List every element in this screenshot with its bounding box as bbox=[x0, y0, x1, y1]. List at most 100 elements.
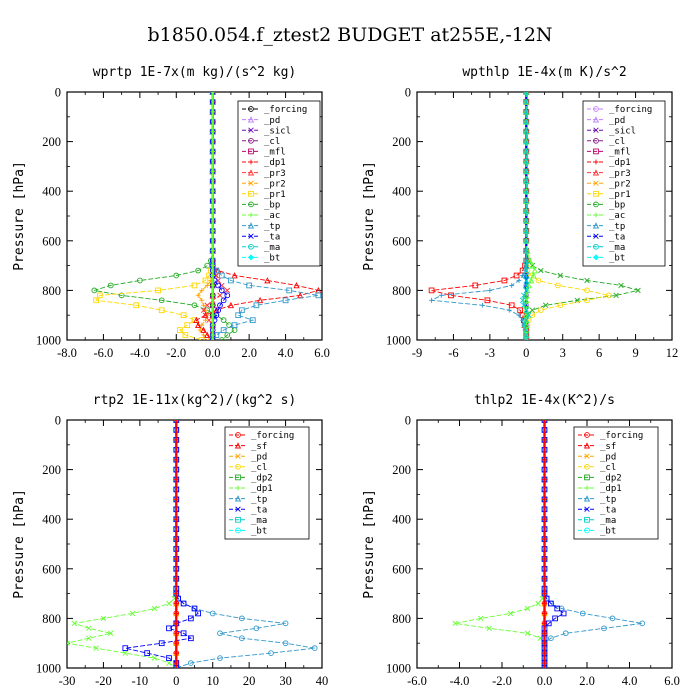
data-point-ma bbox=[523, 317, 530, 323]
legend-label: _dp1 bbox=[609, 158, 631, 168]
data-point-ac bbox=[210, 129, 216, 135]
legend-label: _pr1 bbox=[264, 190, 286, 200]
data-point-pr2 bbox=[204, 283, 210, 288]
data-point-dp1_green bbox=[100, 615, 107, 622]
legend-label: _ac bbox=[609, 211, 625, 221]
data-point-ac bbox=[210, 109, 216, 115]
data-point-pr3 bbox=[202, 312, 209, 318]
series-group bbox=[67, 420, 318, 668]
data-point-pr2 bbox=[201, 302, 207, 308]
x-tick-label: -6 bbox=[448, 346, 458, 360]
legend-label: _dp1 bbox=[600, 484, 622, 494]
data-point-dp1_green bbox=[86, 625, 92, 632]
data-point-dp1 bbox=[193, 316, 200, 324]
data-point-ac bbox=[523, 197, 530, 204]
legend-label: _tp bbox=[609, 222, 625, 232]
y-tick-label: 1000 bbox=[36, 662, 61, 676]
data-point-ac bbox=[210, 248, 216, 254]
data-point-ma bbox=[523, 128, 530, 135]
data-point-ma bbox=[523, 248, 530, 254]
data-point-ma bbox=[523, 307, 530, 313]
legend-label: _bt bbox=[600, 527, 616, 537]
x-tick-label: 10 bbox=[206, 674, 219, 688]
data-point-ta bbox=[552, 615, 558, 622]
data-point-sf bbox=[542, 630, 547, 636]
data-point-ac bbox=[210, 283, 216, 288]
legend-marker bbox=[584, 432, 590, 438]
data-point-pr1 bbox=[202, 277, 209, 284]
series-line-bp bbox=[525, 92, 640, 340]
data-point-ma bbox=[523, 92, 530, 95]
legend-marker bbox=[583, 442, 591, 449]
data-point-pr2 bbox=[199, 288, 205, 293]
legend-marker bbox=[584, 453, 590, 459]
data-point-pr3 bbox=[217, 292, 223, 299]
data-point-dp1_green bbox=[452, 620, 458, 627]
data-point-bp bbox=[542, 302, 549, 308]
legend-label: _pd bbox=[600, 452, 616, 462]
legend-marker bbox=[593, 159, 599, 165]
legend-marker bbox=[248, 106, 254, 112]
legend-label: _bt bbox=[264, 254, 280, 264]
x-tick-label: 20 bbox=[243, 674, 256, 688]
legend-marker bbox=[235, 485, 241, 491]
x-tick-label: -2.0 bbox=[166, 346, 186, 360]
data-point-dp1_green bbox=[166, 660, 172, 666]
data-point-ma bbox=[523, 332, 530, 338]
data-point-ac bbox=[526, 257, 534, 264]
data-point-ma bbox=[523, 158, 530, 165]
series-line-ac bbox=[525, 92, 536, 340]
data-point-sf bbox=[173, 477, 179, 482]
data-point-pr3 bbox=[200, 307, 207, 313]
x-tick-label: -30 bbox=[59, 674, 76, 688]
data-point-bp bbox=[224, 332, 231, 338]
data-point-ma bbox=[523, 257, 530, 264]
data-point-ac bbox=[210, 292, 216, 298]
data-point-dp1 bbox=[227, 301, 235, 309]
data-point-bp bbox=[91, 287, 98, 294]
data-point-bp bbox=[231, 327, 238, 333]
legend-marker bbox=[248, 233, 254, 239]
legend-marker bbox=[234, 495, 242, 502]
legend-label: _ma bbox=[600, 516, 616, 526]
legend-label: _dp2 bbox=[600, 474, 622, 484]
legend-marker bbox=[248, 137, 254, 144]
data-point-tp bbox=[218, 272, 225, 279]
data-point-bp bbox=[218, 337, 225, 340]
y-tick-label: 0 bbox=[405, 414, 411, 428]
y-tick-label: 600 bbox=[392, 234, 411, 248]
data-point-sf bbox=[542, 660, 547, 666]
data-point-dp1_green bbox=[151, 605, 158, 612]
x-tick-label: -8.0 bbox=[57, 346, 77, 360]
data-point-ta bbox=[166, 655, 172, 661]
data-point-bp bbox=[635, 287, 641, 294]
y-axis-label: Pressure [hPa] bbox=[12, 489, 27, 599]
data-point-tp bbox=[520, 317, 526, 323]
legend-label: _ma bbox=[264, 243, 280, 253]
chart-panel-thlp2: thlp2 1E-4x(K^2)/s Pressure [hPa] -6.0 -4.0… bbox=[362, 393, 680, 688]
data-point-sf bbox=[542, 650, 547, 656]
data-point-ac bbox=[210, 302, 216, 308]
data-point-tp bbox=[239, 615, 245, 622]
data-point-bp bbox=[191, 302, 198, 309]
data-point-ma bbox=[523, 337, 530, 340]
legend-label: _ta bbox=[251, 505, 267, 515]
data-point-tp bbox=[249, 317, 256, 324]
data-point-sf bbox=[173, 620, 179, 626]
data-point-ma bbox=[523, 188, 530, 194]
series-group bbox=[428, 92, 641, 340]
data-point-ma bbox=[523, 208, 530, 214]
legend-marker bbox=[593, 233, 599, 239]
data-point-pr2 bbox=[201, 332, 207, 338]
data-point-tp bbox=[235, 312, 242, 319]
y-tick-label: 200 bbox=[392, 135, 411, 149]
legend-marker bbox=[247, 169, 255, 176]
data-point-sf bbox=[173, 640, 179, 646]
x-tick-label: 12 bbox=[666, 346, 679, 360]
panel-title: rtp2 1E-11x(kg^2)/(kg^2 s) bbox=[93, 393, 297, 408]
data-point-dp1_green bbox=[129, 610, 136, 617]
data-point-dp1 bbox=[448, 292, 454, 299]
data-point-tp bbox=[239, 307, 245, 314]
data-point-tp bbox=[562, 630, 569, 637]
data-point-ac bbox=[210, 208, 216, 214]
